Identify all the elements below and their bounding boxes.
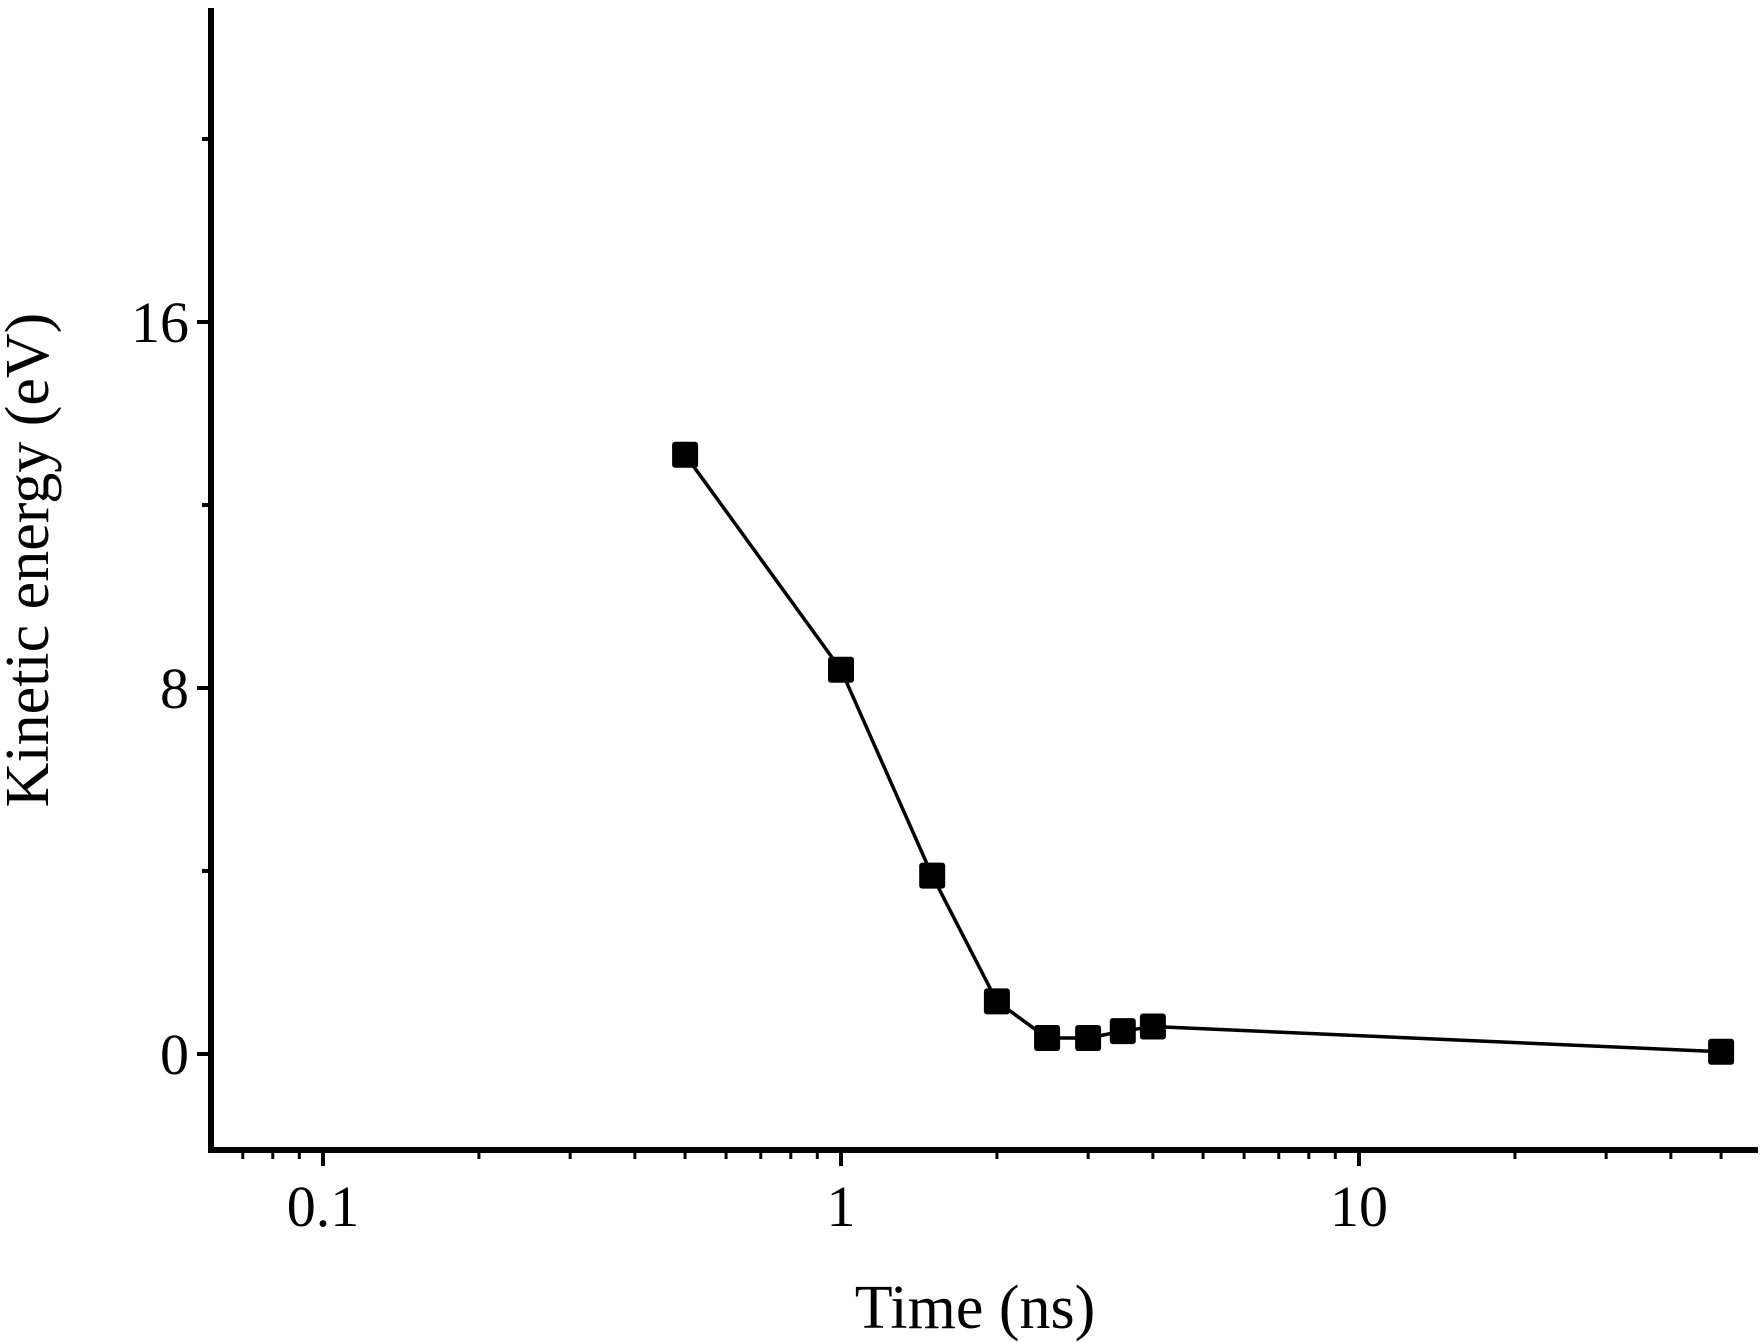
x-tick-label: 0.1	[287, 1174, 360, 1239]
x-tick-label: 1	[827, 1174, 856, 1239]
data-line	[683, 453, 1722, 1054]
data-point	[672, 441, 699, 468]
axes	[208, 8, 1758, 1153]
y-axis-title: Kinetic energy (eV)	[0, 313, 62, 808]
tick-labels: 0 8 16 0.1 1 10	[131, 290, 1388, 1239]
y-tick-label: 0	[160, 1022, 189, 1087]
data-point	[919, 862, 946, 889]
data-point	[1708, 1038, 1735, 1065]
series-line	[683, 453, 1722, 1054]
x-tick-label: 10	[1330, 1174, 1388, 1239]
y-tick-label: 16	[131, 290, 189, 355]
y-tick-label: 8	[160, 656, 189, 721]
data-point	[983, 988, 1010, 1015]
data-point	[1109, 1018, 1136, 1045]
data-point	[1139, 1013, 1166, 1040]
series-points	[672, 441, 1735, 1065]
ticks	[197, 137, 1723, 1166]
data-point	[828, 656, 854, 683]
data-point	[1034, 1025, 1061, 1051]
data-point	[1075, 1025, 1102, 1051]
x-axis-title: Time (ns)	[855, 1274, 1096, 1342]
